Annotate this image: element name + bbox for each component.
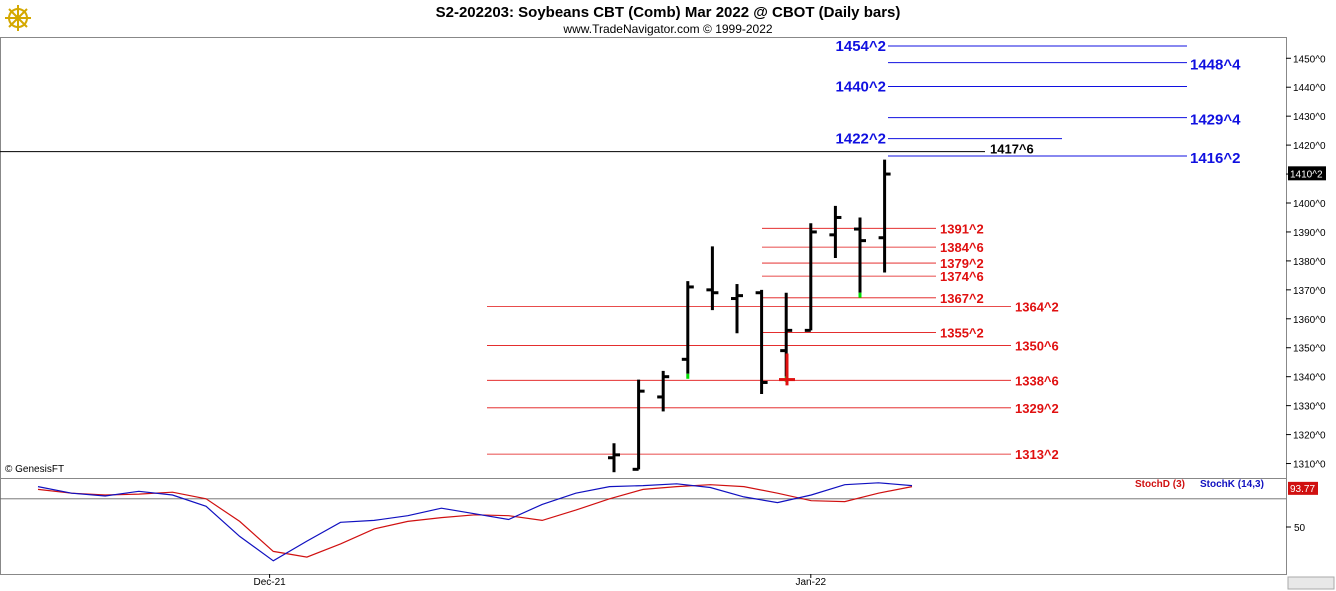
blue-level-label: 1416^2 [1190, 150, 1240, 167]
last-price-box [1288, 166, 1326, 181]
watermark: © GenesisFT [5, 464, 64, 475]
price-tick-label: 1420^0 [1293, 141, 1326, 152]
red-level-label: 1367^2 [940, 291, 984, 306]
price-tick-label: 1350^0 [1293, 344, 1326, 355]
price-tick-label: 1360^0 [1293, 315, 1326, 326]
blue-level-label: 1454^2 [836, 38, 886, 55]
price-tick-label: 1450^0 [1293, 54, 1326, 65]
red-level-label: 1329^2 [1015, 401, 1059, 416]
scroll-handle[interactable] [1287, 576, 1335, 590]
red-level-label: 1338^6 [1015, 373, 1059, 388]
ohlc-bar [755, 289, 768, 395]
ohlc-bar [804, 223, 817, 332]
stoch-tick-label: 50 [1294, 523, 1306, 534]
support-resistance-levels: 1454^2 1448^4 1440^2 1429^4 1422^2 1416^2 1417… [487, 38, 1241, 462]
stoch-d-legend: StochD (3) [1135, 479, 1185, 490]
ohlc-bar [706, 246, 719, 311]
time-tick-label: Dec-21 [253, 577, 286, 588]
last-price-label: 1410^2 [1290, 169, 1323, 180]
blue-level-label: 1440^2 [836, 78, 886, 95]
ohlc-bar [854, 217, 866, 298]
red-level-label: 1379^2 [940, 256, 984, 271]
ohlc-bar [829, 205, 842, 258]
time-axis: Dec-21 Jan-22 [253, 574, 827, 588]
price-tick-label: 1330^0 [1293, 402, 1326, 413]
ship-wheel-icon [5, 5, 31, 31]
ohlc-bar [657, 370, 670, 412]
price-axis: 1310^0 1320^0 1330^0 1340^0 1350^0 1360^0 1370… [0, 54, 1326, 471]
price-tick-label: 1430^0 [1293, 112, 1326, 123]
chart-subtitle: www.TradeNavigator.com © 1999-2022 [562, 22, 772, 36]
price-tick-label: 1320^0 [1293, 431, 1326, 442]
stoch-last-label: 93.77 [1290, 484, 1315, 495]
ohlc-bar [681, 281, 694, 379]
red-level-label: 1350^6 [1015, 339, 1059, 354]
stoch-series-line [37, 484, 913, 558]
stochastic-panel: 50 StochD (3) StochK (14,3) 93.77 [0, 479, 1318, 562]
ohlc-bar [731, 284, 743, 334]
price-tick-label: 1440^0 [1293, 83, 1326, 94]
stoch-last-box [1288, 481, 1318, 495]
red-level-label: 1355^2 [940, 326, 984, 341]
price-tick-label: 1380^0 [1293, 257, 1326, 268]
red-level-label: 1374^6 [940, 269, 984, 284]
red-level-label: 1391^2 [940, 221, 984, 236]
ohlc-bar [608, 443, 620, 473]
black-level-label: 1417^6 [990, 142, 1034, 157]
blue-level-label: 1422^2 [836, 131, 886, 148]
price-tick-label: 1310^0 [1293, 460, 1326, 471]
red-level-label: 1313^2 [1015, 447, 1059, 462]
price-tick-label: 1400^0 [1293, 199, 1326, 210]
red-level-label: 1364^2 [1015, 299, 1059, 314]
stoch-k-legend: StochK (14,3) [1200, 479, 1264, 490]
price-bars [608, 159, 891, 473]
ohlc-bar [632, 379, 645, 471]
price-tick-label: 1340^0 [1293, 373, 1326, 384]
price-tick-label: 1370^0 [1293, 286, 1326, 297]
ohlc-bar [878, 159, 891, 273]
blue-level-label: 1448^4 [1190, 57, 1241, 74]
red-level-label: 1384^6 [940, 240, 984, 255]
price-tick-label: 1390^0 [1293, 228, 1326, 239]
chart-title: S2-202203: Soybeans CBT (Comb) Mar 2022 … [436, 4, 901, 21]
blue-level-label: 1429^4 [1190, 112, 1241, 129]
time-tick-label: Jan-22 [796, 577, 827, 588]
highlight-bar [779, 353, 795, 386]
stoch-series-line [37, 482, 913, 562]
